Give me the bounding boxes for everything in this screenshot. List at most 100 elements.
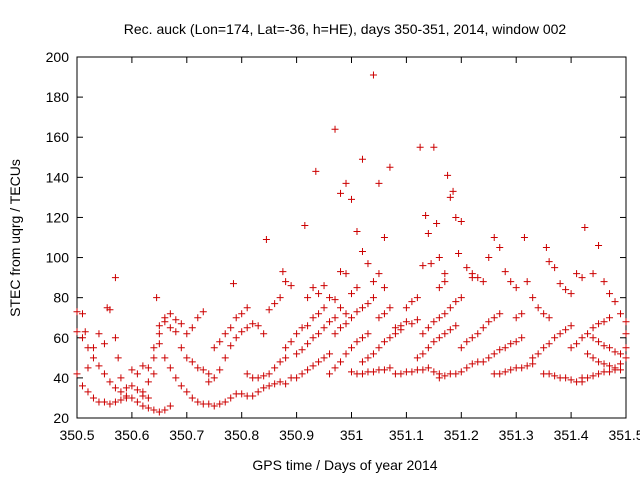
x-tick-label: 350.9 bbox=[279, 427, 314, 443]
data-point bbox=[249, 320, 257, 328]
data-point bbox=[430, 338, 438, 346]
data-point bbox=[84, 388, 92, 396]
data-point bbox=[100, 398, 108, 406]
data-point bbox=[617, 310, 625, 318]
data-point bbox=[446, 304, 454, 312]
data-point bbox=[424, 229, 432, 237]
data-point bbox=[95, 330, 103, 338]
data-point bbox=[523, 362, 531, 370]
y-axis-label: STEC from uqrg / TECUs bbox=[7, 159, 23, 317]
data-point bbox=[183, 354, 191, 362]
y-tick-label: 60 bbox=[53, 330, 69, 346]
data-point bbox=[353, 338, 361, 346]
data-point bbox=[78, 382, 86, 390]
data-point bbox=[595, 338, 603, 346]
data-point bbox=[221, 354, 229, 362]
data-point bbox=[89, 344, 97, 352]
data-point bbox=[507, 340, 515, 348]
data-point bbox=[298, 370, 306, 378]
data-point bbox=[545, 258, 553, 266]
x-tick-label: 351.5 bbox=[608, 427, 640, 443]
data-point bbox=[474, 330, 482, 338]
data-point bbox=[545, 340, 553, 348]
data-point bbox=[238, 328, 246, 336]
data-point bbox=[111, 274, 119, 282]
data-point bbox=[435, 314, 443, 322]
data-point bbox=[424, 324, 432, 332]
y-tick-label: 200 bbox=[46, 49, 70, 65]
data-point bbox=[254, 374, 262, 382]
data-point bbox=[254, 388, 262, 396]
data-point bbox=[534, 350, 542, 358]
data-point bbox=[282, 354, 290, 362]
data-point bbox=[617, 360, 625, 368]
data-point bbox=[457, 217, 465, 225]
data-point bbox=[337, 324, 345, 332]
data-point bbox=[155, 340, 163, 348]
data-point bbox=[567, 376, 575, 384]
data-point bbox=[144, 364, 152, 372]
data-point bbox=[468, 270, 476, 278]
data-point bbox=[573, 270, 581, 278]
x-tick-label: 350.6 bbox=[114, 427, 149, 443]
data-point bbox=[348, 344, 355, 352]
data-point bbox=[177, 344, 185, 352]
data-point bbox=[551, 334, 559, 342]
data-point bbox=[331, 314, 339, 322]
data-point bbox=[408, 298, 416, 306]
data-point bbox=[435, 374, 443, 382]
data-point bbox=[581, 223, 589, 231]
data-point bbox=[369, 71, 377, 79]
data-point bbox=[430, 318, 438, 326]
data-point bbox=[348, 195, 355, 203]
data-point bbox=[106, 306, 114, 314]
data-point bbox=[518, 364, 526, 372]
data-point bbox=[402, 318, 410, 326]
data-point bbox=[279, 268, 287, 276]
data-point bbox=[386, 304, 394, 312]
data-point bbox=[490, 314, 498, 322]
data-point bbox=[271, 300, 279, 308]
data-point bbox=[413, 316, 421, 324]
data-point bbox=[262, 236, 270, 244]
data-point bbox=[358, 334, 366, 342]
data-point bbox=[238, 310, 246, 318]
data-point bbox=[111, 398, 119, 406]
data-point bbox=[622, 354, 630, 362]
data-point bbox=[441, 270, 449, 278]
data-point bbox=[391, 330, 399, 338]
data-point bbox=[144, 404, 152, 412]
data-point bbox=[589, 372, 597, 380]
data-point bbox=[567, 344, 575, 352]
data-point bbox=[457, 368, 465, 376]
x-axis-label: GPS time / Days of year 2014 bbox=[252, 457, 437, 473]
data-point bbox=[348, 314, 355, 322]
data-point bbox=[622, 330, 630, 338]
data-point bbox=[468, 360, 476, 368]
data-point bbox=[144, 394, 152, 402]
data-point bbox=[271, 380, 279, 388]
data-point bbox=[312, 167, 320, 175]
data-point bbox=[128, 394, 136, 402]
data-point bbox=[161, 406, 169, 414]
data-point bbox=[205, 370, 213, 378]
data-point bbox=[73, 370, 81, 378]
data-point bbox=[342, 310, 350, 318]
data-point bbox=[611, 348, 619, 356]
data-point bbox=[282, 278, 290, 286]
data-point bbox=[139, 362, 147, 370]
data-point bbox=[282, 380, 290, 388]
data-point bbox=[232, 334, 240, 342]
data-point bbox=[479, 358, 487, 366]
data-point bbox=[364, 300, 372, 308]
chart-title: Rec. auck (Lon=174, Lat=-36, h=HE), days… bbox=[124, 21, 567, 37]
data-point bbox=[520, 234, 528, 241]
data-point bbox=[402, 304, 410, 312]
data-point bbox=[139, 402, 147, 410]
data-point bbox=[589, 334, 597, 342]
data-point bbox=[490, 350, 498, 358]
data-point bbox=[595, 242, 603, 250]
data-point bbox=[375, 270, 383, 278]
data-point bbox=[380, 366, 388, 374]
data-point bbox=[348, 290, 355, 298]
